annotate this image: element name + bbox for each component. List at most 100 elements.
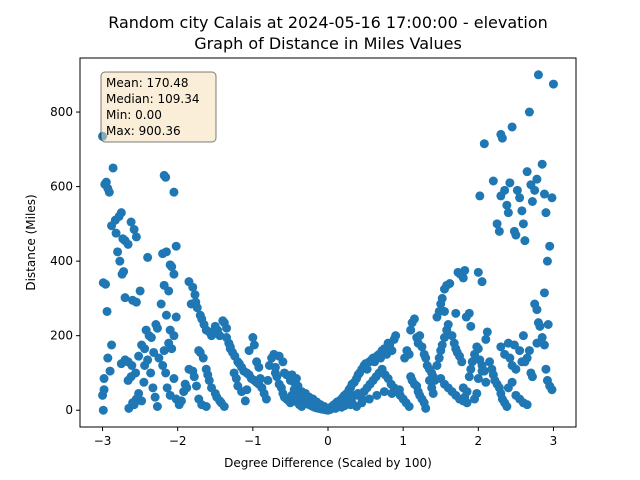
data-point — [522, 167, 532, 177]
data-point — [472, 388, 482, 398]
data-point — [391, 331, 401, 341]
x-tick-label: −3 — [94, 434, 112, 448]
data-point — [475, 191, 485, 201]
data-point — [254, 362, 264, 372]
data-point — [428, 388, 438, 398]
y-tick-label: 400 — [50, 254, 73, 268]
data-point — [164, 286, 174, 296]
data-point — [135, 286, 145, 296]
data-point — [437, 340, 447, 350]
data-point — [161, 310, 171, 320]
data-point — [434, 353, 444, 363]
data-point — [102, 306, 112, 316]
data-point — [231, 374, 241, 384]
data-point — [364, 394, 374, 404]
data-points — [98, 70, 558, 415]
data-point — [537, 159, 547, 169]
y-axis-ticks: 0 200 400 600 800 — [50, 105, 80, 417]
data-point — [522, 400, 532, 410]
data-point — [263, 375, 273, 385]
y-tick-label: 200 — [50, 329, 73, 343]
data-point — [502, 200, 512, 210]
data-point — [189, 372, 199, 382]
data-point — [462, 387, 472, 397]
data-point — [439, 333, 449, 343]
data-point — [129, 400, 139, 410]
data-point — [167, 262, 177, 272]
data-point — [547, 193, 557, 203]
data-point — [409, 314, 419, 324]
data-point — [117, 269, 127, 279]
chart-subtitle: Graph of Distance in Miles Values — [194, 34, 462, 53]
data-point — [143, 252, 153, 262]
stats-min: Min: 0.00 — [106, 108, 162, 122]
data-point — [539, 288, 549, 298]
data-point — [532, 305, 542, 315]
data-point — [152, 402, 162, 411]
data-point — [249, 340, 259, 350]
data-point — [158, 361, 168, 370]
data-point — [104, 187, 114, 197]
data-point — [496, 129, 506, 139]
data-point — [115, 256, 125, 266]
data-point — [198, 353, 208, 363]
data-point — [520, 236, 530, 246]
data-point — [496, 342, 506, 352]
data-point — [494, 226, 504, 236]
data-point — [255, 374, 265, 384]
data-point — [542, 256, 552, 266]
x-axis-label: Degree Difference (Scaled by 100) — [224, 456, 432, 470]
data-point — [111, 228, 121, 238]
data-point — [161, 172, 171, 182]
data-point — [539, 189, 549, 199]
chart-title: Random city Calais at 2024-05-16 17:00:0… — [108, 13, 548, 32]
data-point — [169, 187, 179, 197]
data-point — [458, 273, 468, 283]
y-axis-label: Distance (Miles) — [24, 194, 38, 290]
data-point — [148, 383, 158, 393]
data-point — [421, 403, 431, 413]
data-point — [131, 297, 141, 307]
data-point — [171, 241, 181, 251]
data-point — [201, 402, 211, 411]
data-point — [107, 340, 117, 350]
data-point — [387, 346, 397, 356]
data-point — [507, 122, 517, 132]
data-point — [473, 344, 483, 354]
data-point — [466, 364, 476, 374]
data-point — [515, 193, 525, 203]
data-point — [108, 163, 118, 173]
data-point — [481, 334, 491, 344]
data-point — [415, 331, 425, 341]
data-point — [176, 396, 186, 406]
data-point — [451, 308, 461, 318]
data-point — [533, 70, 543, 80]
data-point — [479, 139, 489, 149]
x-tick-label: 3 — [550, 434, 558, 448]
data-point — [548, 79, 558, 89]
data-point — [188, 282, 198, 292]
data-point — [139, 377, 149, 387]
data-point — [129, 224, 139, 234]
data-point — [503, 208, 513, 218]
x-tick-label: 2 — [474, 434, 482, 448]
data-point — [99, 374, 109, 384]
data-point — [357, 398, 367, 408]
data-point — [488, 176, 498, 186]
data-point — [156, 299, 166, 309]
data-point — [222, 323, 232, 333]
data-point — [191, 297, 201, 307]
data-point — [473, 267, 483, 277]
data-point — [394, 385, 404, 395]
stats-max: Max: 900.36 — [106, 124, 181, 138]
data-point — [134, 351, 144, 361]
data-point — [113, 247, 123, 257]
x-axis-ticks: −3 −2 −1 0 1 2 3 — [94, 427, 558, 448]
data-point — [532, 338, 542, 348]
data-point — [424, 375, 434, 385]
data-point — [146, 333, 156, 343]
data-point — [467, 357, 477, 367]
data-point — [362, 364, 372, 374]
data-point — [182, 383, 192, 393]
data-point — [274, 351, 284, 361]
